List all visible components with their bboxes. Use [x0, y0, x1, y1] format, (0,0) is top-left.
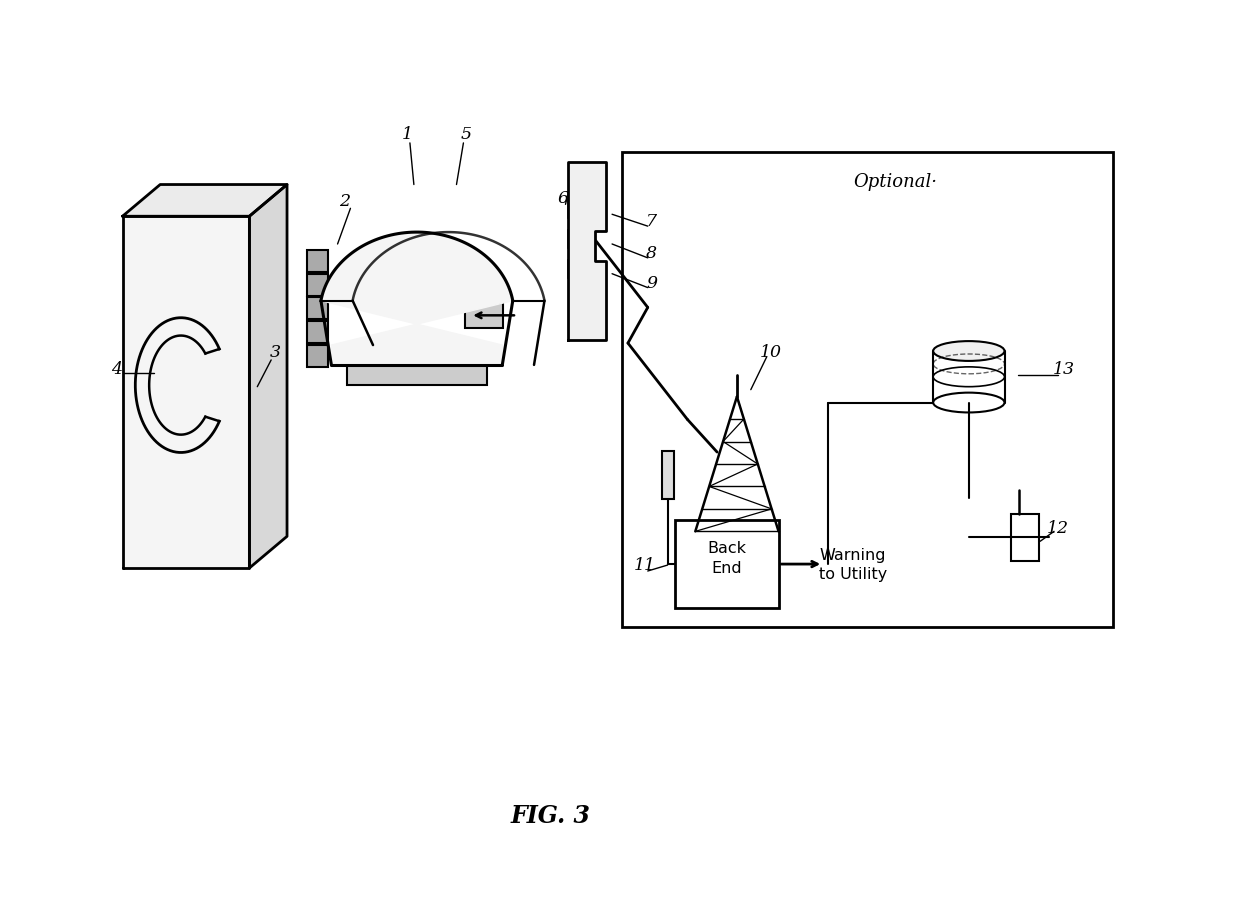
Text: 8: 8: [646, 246, 657, 262]
Bar: [675, 520, 779, 608]
Text: 13: 13: [1053, 361, 1075, 378]
Text: 5: 5: [461, 127, 472, 143]
Text: Back
End: Back End: [707, 541, 746, 576]
Text: 4: 4: [112, 361, 122, 378]
Bar: [206, 385, 238, 405]
Text: Warning
to Utility: Warning to Utility: [818, 548, 887, 582]
Polygon shape: [123, 185, 286, 216]
Bar: [206, 334, 238, 353]
Bar: [622, 152, 1112, 627]
Ellipse shape: [934, 341, 1004, 361]
Bar: [662, 451, 673, 499]
Text: 10: 10: [760, 345, 781, 361]
Bar: [306, 322, 329, 343]
Bar: [206, 413, 238, 432]
Bar: [306, 249, 329, 272]
Text: FIG. 3: FIG. 3: [511, 804, 590, 828]
Bar: [306, 274, 329, 296]
Text: Optional·: Optional·: [853, 173, 937, 190]
Text: 9: 9: [646, 275, 657, 292]
Bar: [306, 298, 329, 320]
Polygon shape: [568, 162, 606, 340]
Bar: [347, 365, 487, 384]
Text: 1: 1: [402, 127, 413, 143]
Polygon shape: [249, 185, 286, 568]
Bar: [568, 230, 595, 248]
Text: 3: 3: [269, 345, 280, 361]
Bar: [568, 201, 595, 218]
Bar: [306, 345, 329, 367]
Text: 7: 7: [646, 213, 657, 230]
Text: 11: 11: [634, 556, 656, 574]
Polygon shape: [123, 216, 249, 568]
Text: 12: 12: [1047, 520, 1069, 537]
Bar: [1012, 514, 1039, 561]
Text: 6: 6: [557, 190, 568, 207]
Bar: [206, 359, 238, 379]
Bar: [465, 303, 503, 328]
Polygon shape: [321, 232, 513, 365]
Text: 2: 2: [339, 193, 350, 210]
Bar: [568, 260, 595, 278]
